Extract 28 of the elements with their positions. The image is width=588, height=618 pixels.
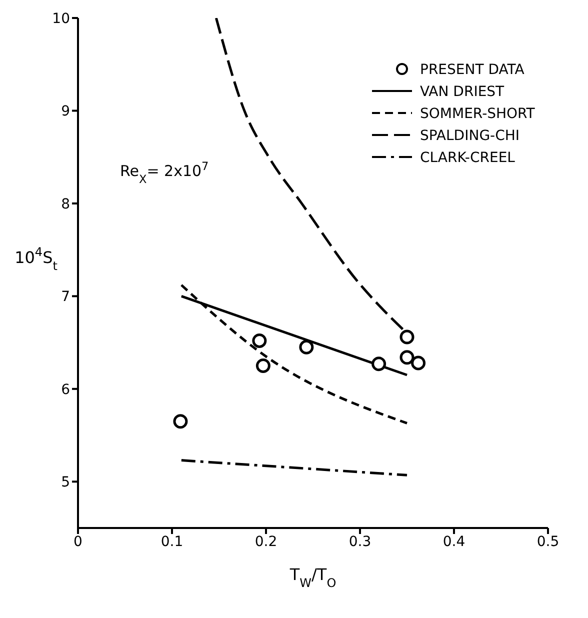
y-tick-label: 8 <box>61 196 70 212</box>
point <box>173 414 188 429</box>
x-tick-label: 0.5 <box>536 534 560 550</box>
point <box>256 358 270 373</box>
x-tick-label: 0.3 <box>348 534 372 550</box>
x-axis-title: T$_{W}$/T$_{O}$ <box>288 565 336 590</box>
point <box>299 340 314 354</box>
x-tick-label: 0.2 <box>254 534 278 550</box>
x-tick-label: 0.4 <box>442 534 466 550</box>
legend-label: SOMMER-SHORT <box>420 106 536 122</box>
point <box>411 356 426 370</box>
y-axis-title: 10$^{4}$S$_{t}$ <box>14 244 58 273</box>
y-tick-label: 6 <box>61 382 70 398</box>
annotation: Re$_{X}$= 2x10$^{7}$ <box>120 160 209 186</box>
legend-label: VAN DRIEST <box>420 84 505 100</box>
x-tick-label: 0 <box>74 534 82 550</box>
legend-label: PRESENT DATA <box>420 62 525 78</box>
point <box>372 356 386 372</box>
point <box>400 330 414 344</box>
legend-label: SPALDING-CHI <box>420 128 520 144</box>
y-tick-label: 10 <box>52 10 70 27</box>
legend-label: CLARK-CREEL <box>420 150 516 166</box>
x-tick-label: 0.1 <box>160 534 184 550</box>
y-tick-label: 9 <box>61 104 70 120</box>
point <box>400 350 414 365</box>
y-tick-label: 7 <box>61 289 70 306</box>
point <box>252 333 267 348</box>
y-tick-label: 5 <box>61 474 70 491</box>
